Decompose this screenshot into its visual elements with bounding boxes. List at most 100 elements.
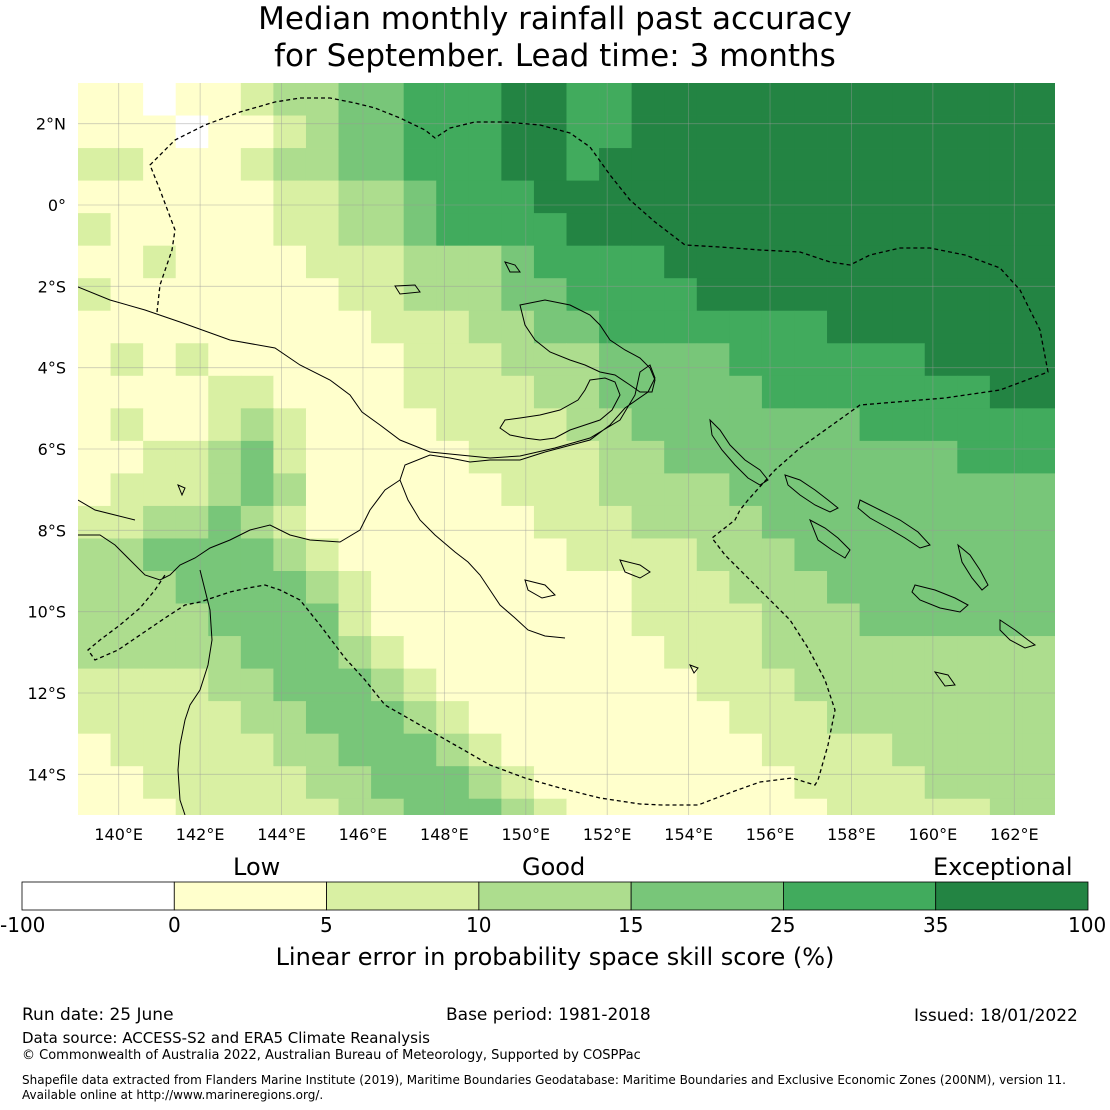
skill-cell [110,375,144,409]
skill-cell [664,115,698,149]
skill-cell [273,766,307,800]
skill-cell [1022,83,1055,116]
skill-cell [371,603,405,637]
skill-cell [533,375,567,409]
skill-cell [696,733,730,767]
skill-cell [794,668,828,702]
skill-cell [78,115,111,149]
skill-cell [631,440,665,474]
skill-cell [989,505,1023,539]
skill-cell [566,505,600,539]
skill-cell [273,245,307,279]
skill-cell [989,115,1023,149]
skill-cell [110,180,144,214]
skill-cell [110,83,144,116]
skill-cell [78,148,111,181]
skill-cell [989,245,1023,279]
skill-cell [240,636,274,669]
skill-cell [208,83,242,116]
skill-cell [175,343,209,377]
skill-cell [305,310,339,344]
skill-cell [371,115,405,149]
skill-cell [664,343,698,377]
skill-cell [501,115,535,149]
skill-cell [240,668,274,702]
skill-cell [371,766,405,800]
skill-cell [957,505,991,539]
skill-cell [696,473,730,507]
skill-cell [794,343,828,377]
skill-cell [924,505,958,539]
skill-cell [338,343,372,377]
skill-cell [599,245,633,279]
skill-cell [240,505,274,539]
skill-cell [696,505,730,539]
skill-cell [533,798,567,815]
skill-cell [436,245,470,279]
skill-cell [859,538,893,572]
skill-cell [664,180,698,214]
base-period: Base period: 1981-2018 [446,1005,651,1025]
skill-cell [403,668,437,702]
skill-cell [664,375,698,409]
skill-cell [175,571,209,604]
skill-cell [110,245,144,279]
skill-cell [924,473,958,507]
colorbar-swatch [21,881,175,911]
skill-cell [240,148,274,181]
skill-cell [729,636,763,669]
skill-cell [859,766,893,800]
latitude-tick-label: 2°S [38,277,66,296]
skill-cell [78,505,111,539]
skill-cell [631,278,665,312]
skill-cell [566,440,600,474]
skill-cell [761,571,795,604]
longitude-tick-label: 142°E [176,825,225,844]
skill-cell [273,213,307,247]
cape-york [177,569,213,815]
skill-cell [468,180,502,214]
skill-cell [175,766,209,800]
skill-cell [338,115,372,149]
skill-cell [696,213,730,247]
skill-cell [501,213,535,247]
skill-cell [696,636,730,669]
skill-cell [794,701,828,735]
trobriand [524,579,556,599]
skill-cell [632,831,665,864]
skill-cell [696,603,730,637]
skill-cell [208,278,242,312]
skill-cell [729,278,763,312]
skill-cell [403,278,437,312]
skill-cell [403,538,437,572]
skill-cell [208,798,242,815]
skill-cell [403,310,437,344]
skill-cell [240,180,274,214]
skill-cell [664,440,698,474]
skill-cell [143,278,177,312]
skill-cell [989,408,1023,442]
skill-cell [859,343,893,377]
skill-cell [957,213,991,247]
skill-cell [631,733,665,767]
skill-cell [729,148,763,181]
colorbar-swatch [783,881,937,911]
skill-cell [110,636,144,669]
skill-cell [924,571,958,604]
skill-cell [892,213,926,247]
skill-cell [403,701,437,735]
skill-cell [143,505,177,539]
skill-cell [957,408,991,442]
solomon-isabel [857,499,931,549]
skill-cell [273,310,307,344]
skill-cell [143,310,177,344]
skill-cell [924,245,958,279]
skill-cell [599,408,633,442]
skill-cell [533,505,567,539]
skill-cell [1055,376,1088,409]
skill-cell [273,636,307,669]
skill-cell [1055,701,1088,734]
skill-cell [761,278,795,312]
skill-cell [371,375,405,409]
skill-cell [468,473,502,507]
